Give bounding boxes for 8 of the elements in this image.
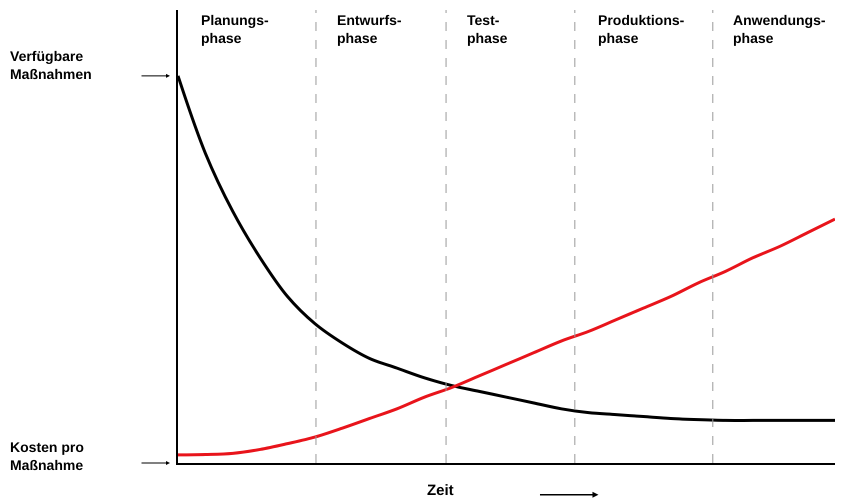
text: Kosten pro Maßnahme xyxy=(10,439,84,474)
text: Entwurfs- phase xyxy=(337,12,402,46)
text: Verfügbare Maßnahmen xyxy=(10,48,92,82)
text: Planungs- phase xyxy=(201,12,270,46)
text: Test- phase xyxy=(467,12,508,46)
text: Anwendungs- phase xyxy=(733,12,826,46)
x-axis-title: Zeit xyxy=(427,482,454,499)
text: Produktions- phase xyxy=(598,12,685,46)
